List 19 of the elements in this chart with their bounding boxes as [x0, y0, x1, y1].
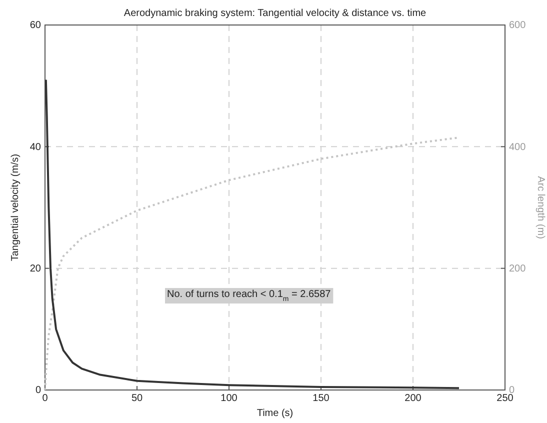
y-tick-label: 0 — [35, 385, 42, 396]
x-axis-title: Time (s) — [256, 408, 294, 419]
chart-title: Aerodynamic braking system: Tangential velocity & distance vs. time — [124, 8, 427, 19]
x-tick-label: 50 — [131, 393, 143, 404]
y-tick-label: 40 — [30, 142, 42, 153]
y2-axis-title: Arc length (m) — [535, 176, 546, 239]
x-tick-label: 200 — [404, 393, 422, 404]
y-tick-label: 60 — [30, 20, 42, 32]
y-axis-title: Tangential velocity (m/s) — [10, 154, 21, 262]
line-series — [44, 78, 460, 390]
y-tick-label: 20 — [30, 264, 42, 275]
y2-tick-label: 200 — [509, 264, 526, 275]
annotation: No. of turns to reach < 0.1$_{m}$ = 2.6587 — [167, 289, 332, 302]
x-tick-label: 0 — [42, 393, 48, 404]
y2-tick-label: 600 — [509, 20, 526, 32]
x-tick-label: 250 — [496, 393, 514, 404]
x-tick-label: 150 — [312, 393, 330, 404]
y2-tick-label: 400 — [509, 142, 526, 153]
x-tick-label: 100 — [220, 393, 238, 404]
